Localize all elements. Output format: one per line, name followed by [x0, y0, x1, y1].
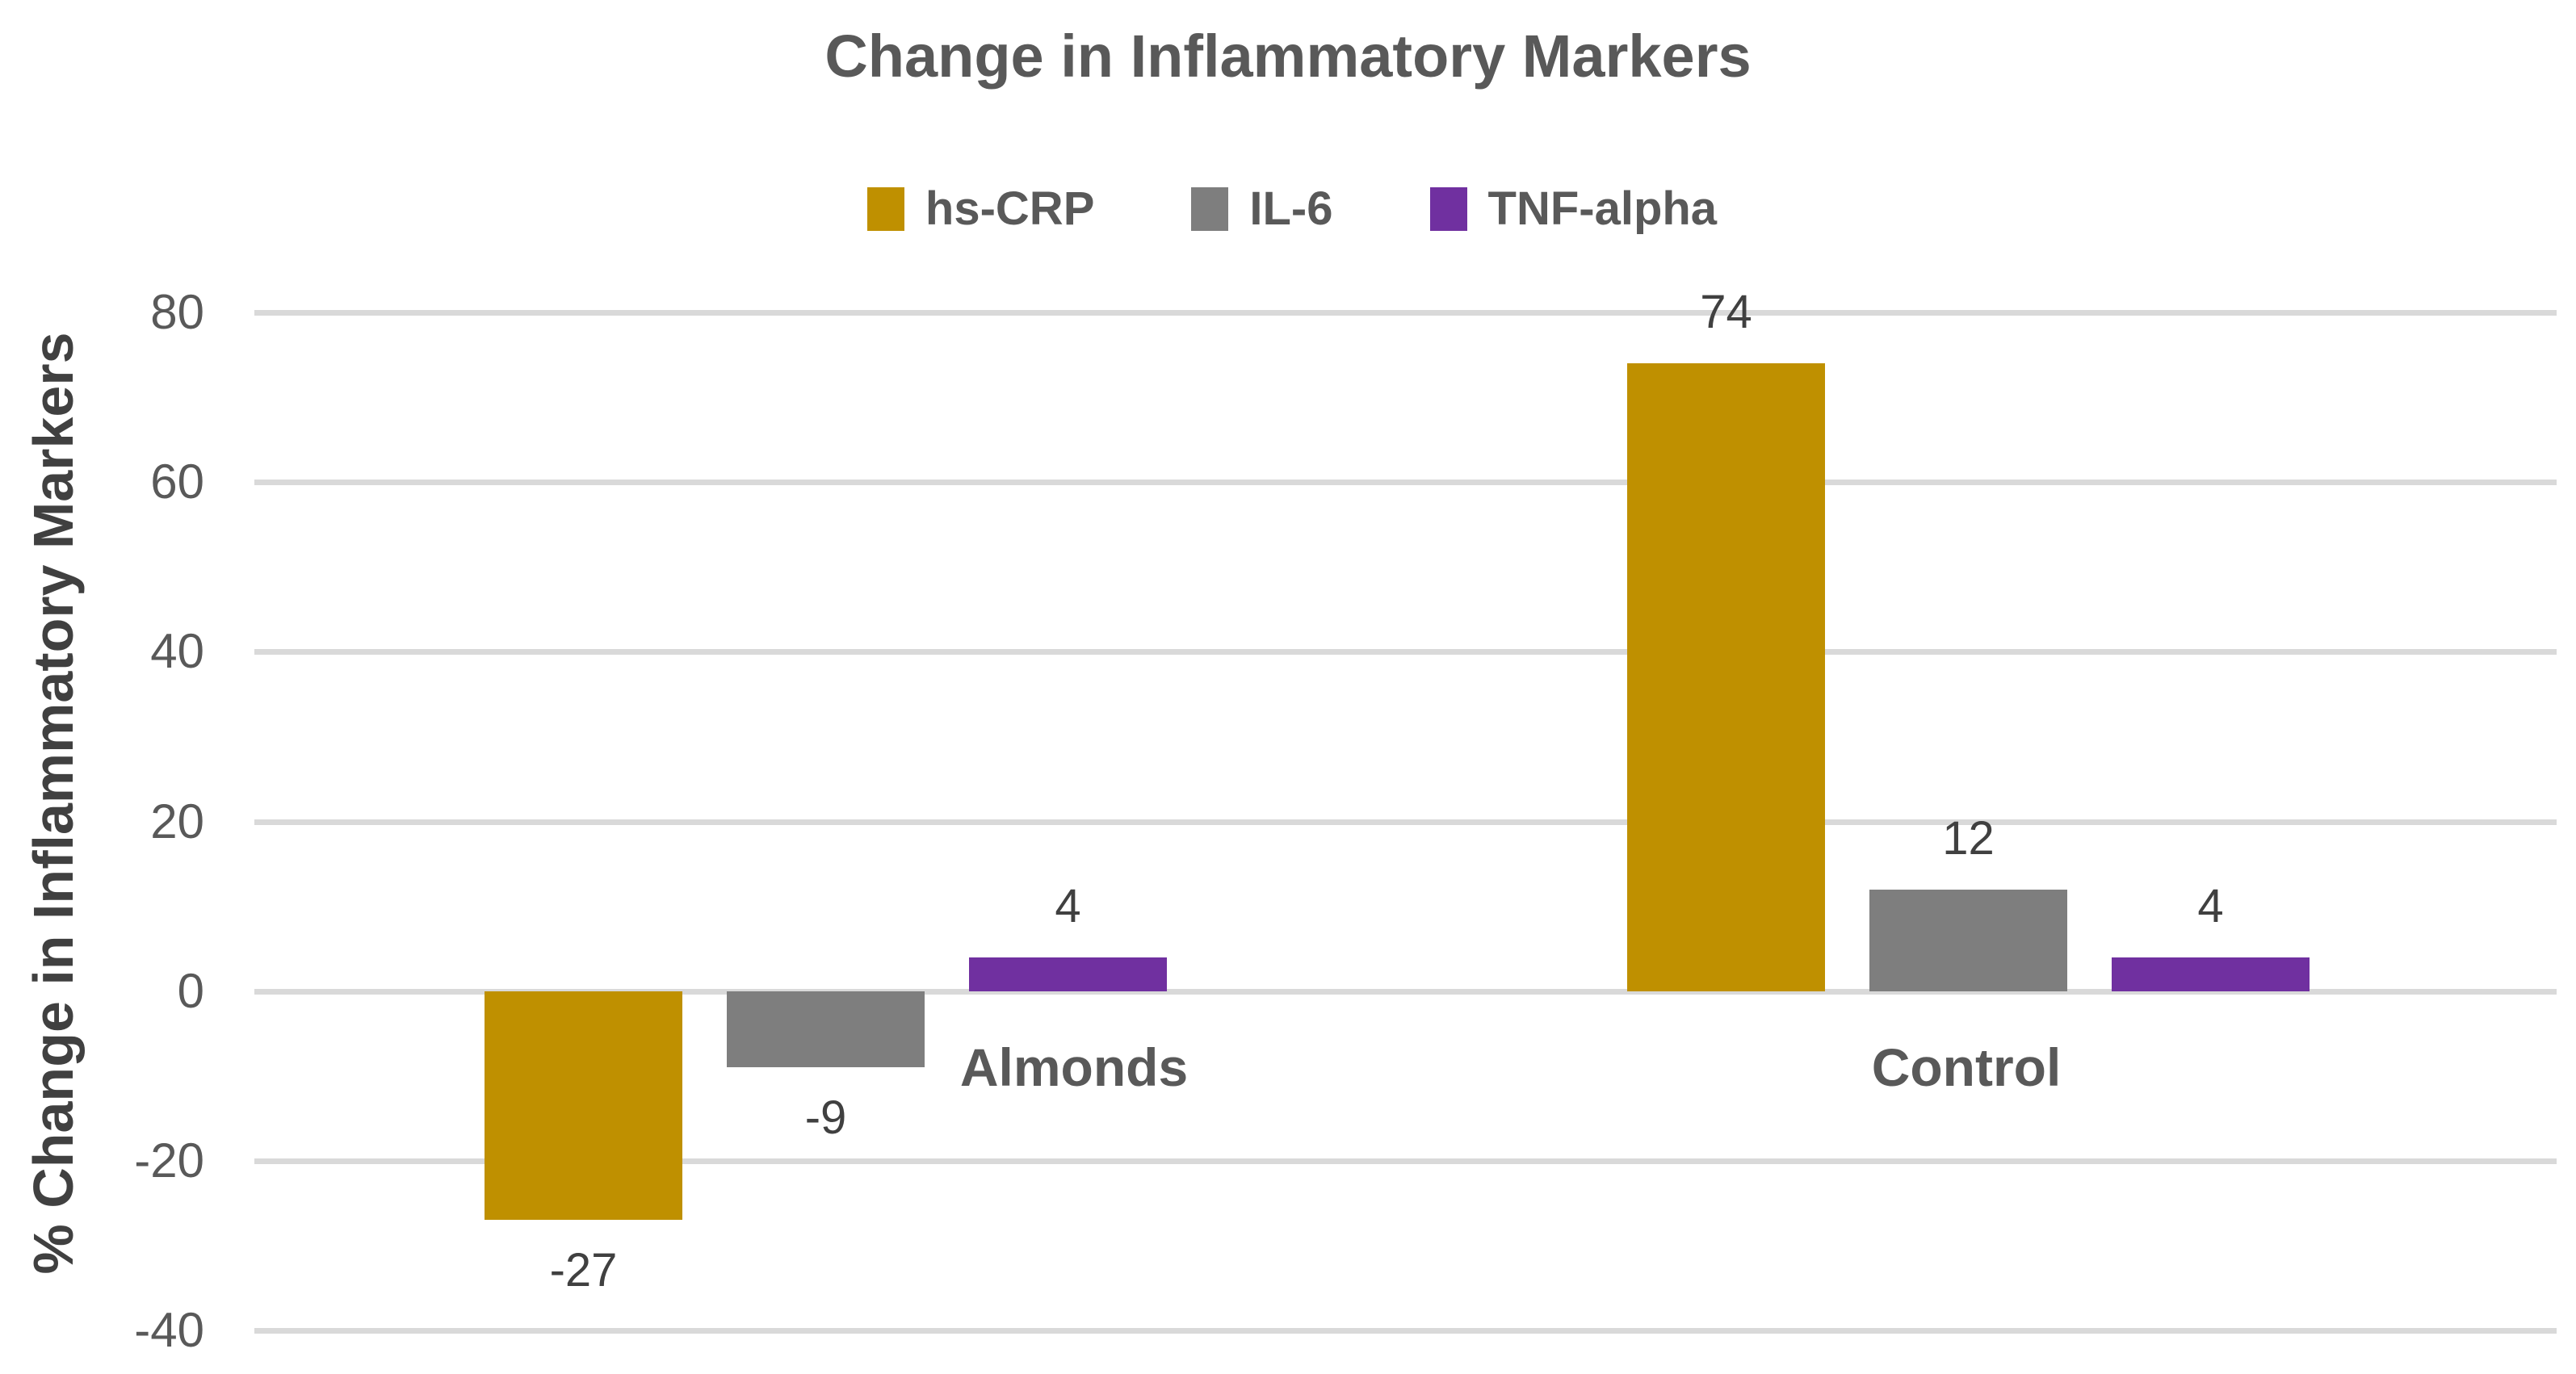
bar-Almonds-TNF-alpha [969, 957, 1167, 991]
gridline [254, 1328, 2557, 1334]
legend-label: TNF-alpha [1487, 182, 1718, 235]
y-tick-label: 80 [150, 285, 204, 339]
chart-title: Change in Inflammatory Markers [824, 23, 1752, 90]
gridline [254, 988, 2557, 995]
y-tick-label: -20 [134, 1133, 204, 1188]
y-tick-label: 40 [150, 624, 204, 679]
y-tick-label: -40 [134, 1303, 204, 1357]
legend-swatch-icon [1191, 187, 1229, 231]
bar-Almonds-IL-6 [727, 991, 925, 1068]
legend-label: IL-6 [1249, 182, 1333, 235]
y-tick-label: 0 [177, 963, 204, 1018]
bar-Control-IL-6 [1869, 889, 2067, 991]
y-tick-label: 60 [150, 455, 204, 509]
y-tick-label: 20 [150, 794, 204, 848]
gridline [254, 480, 2557, 486]
legend-item-IL-6: IL-6 [1191, 181, 1333, 237]
legend: hs-CRP IL-6 TNF-alpha [121, 181, 2463, 237]
legend-swatch-icon [866, 187, 904, 231]
gridline [254, 1158, 2557, 1164]
legend-item-hs-CRP: hs-CRP [866, 181, 1095, 237]
legend-label: hs-CRP [925, 182, 1095, 235]
data-label-Control-IL-6: 12 [1942, 811, 1995, 865]
x-category-label-Control: Control [1871, 1037, 2062, 1097]
bar-Control-TNF-alpha [2112, 957, 2310, 991]
legend-swatch-icon [1429, 187, 1467, 231]
legend-item-TNF-alpha: TNF-alpha [1429, 181, 1718, 237]
gridline [254, 310, 2557, 316]
data-label-Control-TNF-alpha: 4 [2197, 879, 2224, 932]
data-label-Almonds-TNF-alpha: 4 [1055, 879, 1081, 932]
data-label-Almonds-hs-CRP: -27 [549, 1244, 618, 1297]
x-category-label-Almonds: Almonds [959, 1037, 1189, 1097]
gridline [254, 649, 2557, 656]
data-label-Almonds-IL-6: -9 [804, 1091, 847, 1145]
bar-Control-hs-CRP [1627, 363, 1825, 991]
bar-Almonds-hs-CRP [485, 991, 682, 1221]
gridline [254, 819, 2557, 825]
data-label-Control-hs-CRP: 74 [1700, 286, 1752, 339]
